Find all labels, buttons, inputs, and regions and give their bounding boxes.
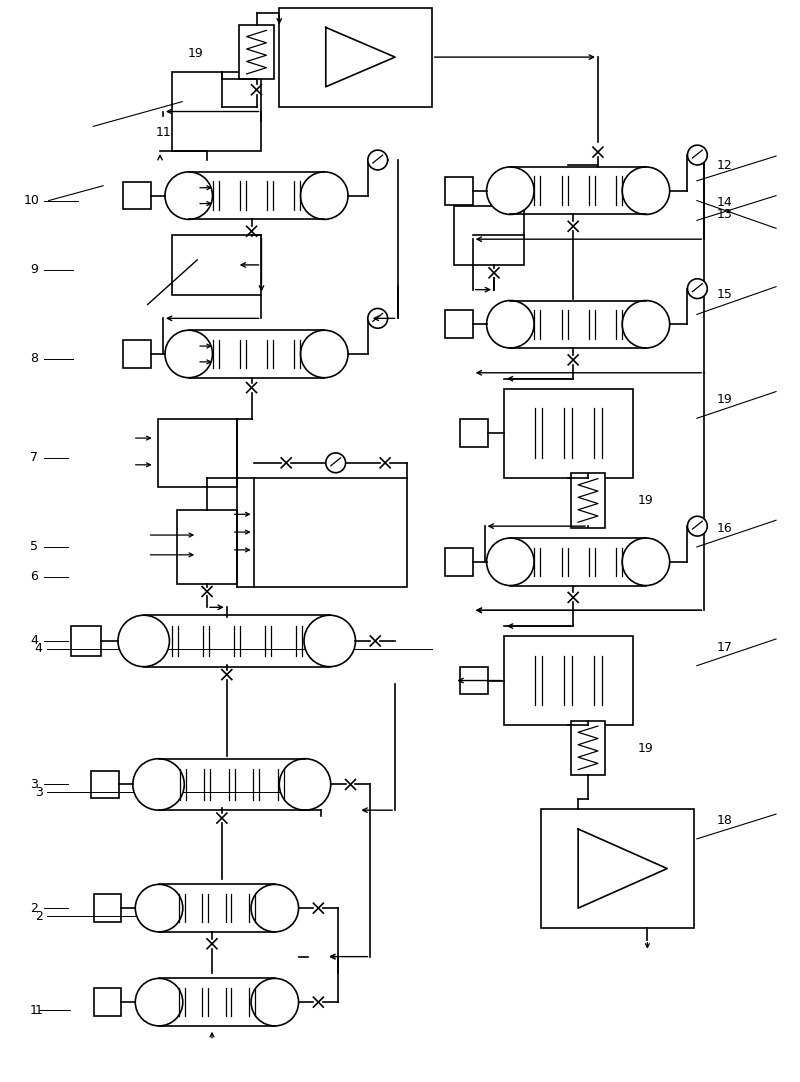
Ellipse shape [133, 758, 184, 810]
Text: 5: 5 [30, 540, 38, 553]
Ellipse shape [304, 616, 355, 667]
Text: 19: 19 [717, 394, 733, 407]
Text: 11: 11 [155, 127, 171, 140]
Text: 17: 17 [717, 641, 733, 654]
Text: 14: 14 [717, 196, 733, 209]
Text: 19: 19 [638, 494, 654, 507]
Bar [278, 8, 432, 106]
Text: 13: 13 [717, 209, 733, 222]
Circle shape [368, 150, 388, 170]
Bar [445, 176, 473, 204]
Bar [158, 758, 305, 810]
Text: 1: 1 [30, 1004, 38, 1017]
Text: 19: 19 [638, 742, 654, 755]
Bar [172, 71, 262, 151]
Text: 10: 10 [24, 194, 40, 207]
Text: 4: 4 [35, 643, 42, 656]
Bar [254, 477, 407, 586]
Circle shape [326, 453, 346, 473]
Text: 3: 3 [35, 786, 42, 799]
Text: 2: 2 [35, 910, 42, 923]
Bar [504, 636, 633, 725]
Ellipse shape [486, 538, 534, 585]
Bar [510, 167, 646, 214]
Ellipse shape [301, 330, 348, 378]
Ellipse shape [486, 301, 534, 348]
Ellipse shape [251, 884, 298, 932]
Bar [460, 667, 488, 695]
Bar [445, 547, 473, 576]
Text: 4: 4 [30, 634, 38, 647]
Bar [189, 330, 324, 378]
Text: 8: 8 [30, 353, 38, 366]
Bar [159, 884, 275, 932]
Ellipse shape [118, 616, 170, 667]
Ellipse shape [165, 330, 213, 378]
Bar [460, 420, 488, 447]
Bar [239, 25, 274, 79]
Bar [510, 538, 646, 585]
Ellipse shape [279, 758, 330, 810]
Ellipse shape [135, 884, 182, 932]
Bar [510, 301, 646, 348]
Bar [123, 182, 151, 210]
Bar [144, 616, 330, 667]
Text: 9: 9 [30, 263, 38, 276]
Circle shape [687, 145, 707, 164]
Text: 1: 1 [35, 1004, 42, 1017]
Bar [172, 235, 262, 294]
Ellipse shape [622, 301, 670, 348]
Bar [570, 473, 606, 528]
Text: 3: 3 [30, 778, 38, 791]
Text: 2: 2 [30, 901, 38, 914]
Bar [570, 721, 606, 775]
Circle shape [687, 279, 707, 299]
Bar [94, 895, 122, 922]
Text: 19: 19 [187, 48, 203, 61]
Circle shape [687, 516, 707, 536]
Bar [123, 340, 151, 368]
Bar [189, 172, 324, 220]
Text: 7: 7 [30, 451, 38, 464]
Text: 12: 12 [717, 159, 733, 172]
Ellipse shape [301, 172, 348, 220]
Bar [541, 809, 694, 928]
Text: 15: 15 [717, 288, 733, 301]
Bar [178, 510, 237, 584]
Bar [159, 978, 275, 1026]
Circle shape [368, 308, 388, 328]
Polygon shape [326, 27, 395, 87]
Text: 6: 6 [30, 570, 38, 583]
Ellipse shape [135, 978, 182, 1026]
Bar [94, 988, 122, 1016]
Ellipse shape [165, 172, 213, 220]
Bar [71, 626, 101, 656]
Ellipse shape [622, 167, 670, 214]
Bar [91, 770, 119, 799]
Bar [504, 388, 633, 477]
Ellipse shape [486, 167, 534, 214]
Text: 16: 16 [717, 523, 733, 536]
Ellipse shape [622, 538, 670, 585]
Ellipse shape [251, 978, 298, 1026]
Bar [445, 311, 473, 339]
Bar [454, 206, 524, 265]
Bar [158, 420, 237, 487]
Polygon shape [578, 829, 667, 908]
Text: 18: 18 [717, 814, 733, 827]
